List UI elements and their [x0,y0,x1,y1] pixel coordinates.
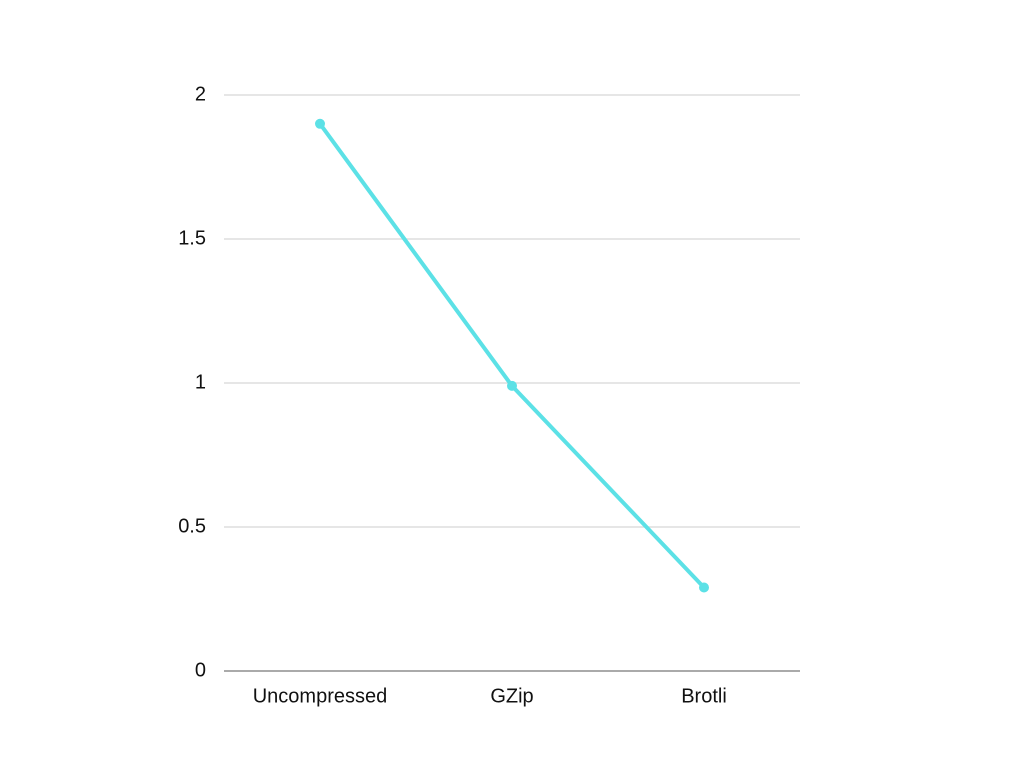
y-tick-label: 0.5 [178,515,206,537]
data-point [315,118,325,129]
data-point [699,582,709,593]
y-tick-label: 2 [195,83,206,105]
y-tick-label: 0 [195,659,206,681]
y-tick-label: 1 [195,371,206,393]
x-tick-label: Uncompressed [253,685,388,707]
x-tick-label: Brotli [681,685,727,707]
data-point [507,380,517,391]
x-tick-label: GZip [490,685,533,707]
data-line [318,122,706,589]
y-tick-label: 1.5 [178,227,206,249]
